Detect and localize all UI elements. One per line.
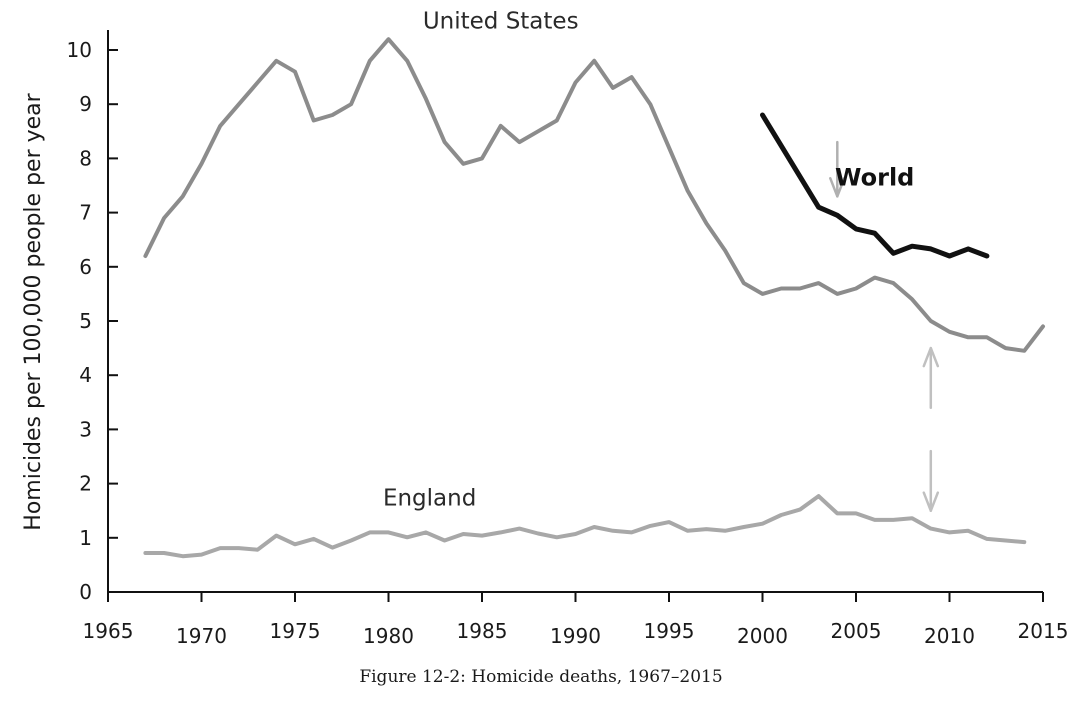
y-axis-ticks: 0 1 2 3 4 5 6 7 8 9 10 xyxy=(67,38,118,604)
x-tick-label: 2000 xyxy=(737,624,788,648)
x-tick-label: 1975 xyxy=(270,619,321,643)
y-tick-label: 9 xyxy=(79,92,92,116)
y-tick-label: 6 xyxy=(79,255,92,279)
x-tick-label: 2015 xyxy=(1018,619,1069,643)
arrow-up-annotation xyxy=(922,346,940,409)
arrow-down-annotation xyxy=(829,140,846,198)
y-tick-label: 2 xyxy=(79,472,92,496)
series-label-united-states: United States xyxy=(423,8,579,34)
y-tick-label: 10 xyxy=(67,38,92,62)
series-line-world xyxy=(760,112,990,259)
series-line-england xyxy=(143,494,1027,559)
y-tick-label: 4 xyxy=(79,363,92,387)
x-tick-label: 1970 xyxy=(176,624,227,648)
x-tick-label: 1985 xyxy=(457,619,508,643)
x-tick-label: 2010 xyxy=(924,624,975,648)
y-tick-label: 1 xyxy=(79,526,92,550)
y-tick-label: 5 xyxy=(79,309,92,333)
series-line-united-states xyxy=(143,37,1045,353)
x-tick-label: 1980 xyxy=(363,624,414,648)
series-label-england: England xyxy=(383,485,476,511)
y-tick-label: 3 xyxy=(79,417,92,441)
x-tick-label: 2005 xyxy=(831,619,882,643)
y-axis-title: Homicides per 100,000 people per year xyxy=(21,92,46,530)
series-labels: United States World England xyxy=(383,8,914,511)
arrow-down-annotation xyxy=(922,449,940,512)
series-lines xyxy=(143,37,1045,559)
figure-caption: Figure 12-2: Homicide deaths, 1967–2015 xyxy=(359,667,722,687)
x-tick-label: 1965 xyxy=(83,619,134,643)
x-tick-label: 1990 xyxy=(550,624,601,648)
arrow-annotations xyxy=(829,140,940,512)
y-tick-label: 0 xyxy=(79,580,92,604)
x-axis-ticks: 1965 1970 1975 1980 1985 1990 1995 2000 2005 2010… xyxy=(83,592,1069,648)
x-tick-label: 1995 xyxy=(644,619,695,643)
y-tick-label: 7 xyxy=(79,201,92,225)
series-label-world: World xyxy=(835,164,914,192)
y-tick-label: 8 xyxy=(79,146,92,170)
